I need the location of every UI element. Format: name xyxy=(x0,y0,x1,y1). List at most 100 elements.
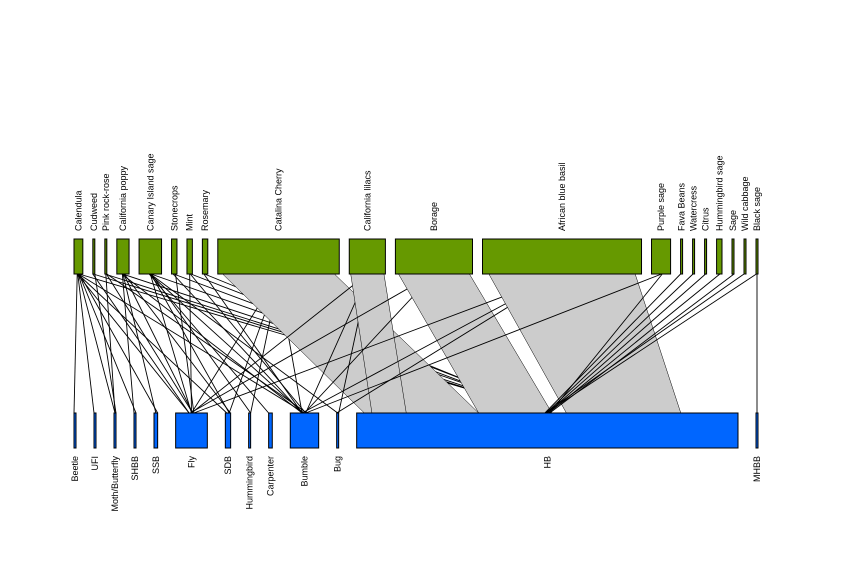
plant-bar-stonecrops xyxy=(171,238,178,275)
link-california-poppy-ssb xyxy=(122,273,157,414)
link-mint-bumble xyxy=(189,273,307,414)
plant-label-black-sage: Black sage xyxy=(752,187,762,231)
pollinator-label-moth-butterfly: Moth/Butterfly xyxy=(110,456,120,512)
plant-bar-hummingbird-sage xyxy=(716,238,723,275)
interaction-links xyxy=(73,273,758,414)
plant-label-calendula: Calendula xyxy=(73,190,83,231)
plant-label-borage: Borage xyxy=(429,202,439,231)
link-fava-beans-hb xyxy=(544,273,681,414)
pollinator-label-hummingbird: Hummingbird xyxy=(245,456,255,510)
link-calendula-shbb xyxy=(78,273,137,414)
pollinator-bar-sdb xyxy=(224,412,232,449)
plant-label-african-blue-basil: African blue basil xyxy=(557,162,567,231)
plant-bar-wild-cabbage xyxy=(743,238,747,275)
link-pink-rock-rose-fly xyxy=(106,273,194,414)
plant-label-rosemary: Rosemary xyxy=(200,189,210,231)
pollinator-bar-bumble xyxy=(289,412,320,449)
plant-label-citrus: Citrus xyxy=(701,207,711,231)
plant-label-stonecrops: Stonecrops xyxy=(169,185,179,231)
link-california-poppy-bumble xyxy=(121,273,303,414)
plant-bar-catalina-cherry xyxy=(217,238,340,275)
link-canary-island-sage-fly xyxy=(149,273,192,414)
pollinator-bar-hummingbird xyxy=(248,412,252,449)
link-pink-rock-rose-moth-butterfly xyxy=(105,273,116,414)
plant-label-purple-sage: Purple sage xyxy=(656,183,666,231)
plant-bar-citrus xyxy=(704,238,708,275)
plant-bar-borage xyxy=(394,238,473,275)
plant-bar-watercress xyxy=(692,238,696,275)
plant-bar-cudweed xyxy=(92,238,96,275)
pollinator-bar-shbb xyxy=(133,412,137,449)
pollinator-label-ssb: SSB xyxy=(151,456,161,474)
plant-label-california-lilacs: California lilacs xyxy=(362,170,372,231)
plant-bar-mint xyxy=(186,238,193,275)
link-calendula-ssb xyxy=(79,273,159,414)
pollinator-label-sdb: SDB xyxy=(223,456,233,475)
plant-bar-fava-beans xyxy=(680,238,684,275)
pollinator-bar-moth-butterfly xyxy=(113,412,117,449)
link-black-sage-hb xyxy=(545,273,757,414)
pollinator-bar-hb xyxy=(356,412,739,449)
link-calendula-bumble xyxy=(78,273,305,414)
link-stonecrops-bumble xyxy=(172,273,303,414)
pollinator-label-bumble: Bumble xyxy=(299,456,309,487)
plant-bars xyxy=(73,238,759,275)
pollinator-bar-beetle xyxy=(73,412,77,449)
plant-bar-purple-sage xyxy=(651,238,672,275)
link-calendula-beetle xyxy=(73,273,78,414)
pollinator-bar-ufi xyxy=(93,412,97,449)
link-california-lilacs-fly xyxy=(191,273,368,414)
plant-label-watercress: Watercress xyxy=(689,185,699,231)
link-california-poppy-shbb xyxy=(121,273,135,414)
pollinator-label-bug: Bug xyxy=(333,456,343,472)
link-cudweed-fly xyxy=(92,273,190,414)
link-california-poppy-sdb xyxy=(123,273,231,414)
pollinator-label-mhbb: MHBB xyxy=(752,456,762,482)
pollinator-label-shbb: SHBB xyxy=(130,456,140,481)
link-calendula-sdb xyxy=(77,273,228,414)
link-california-poppy-fly xyxy=(123,273,194,414)
link-citrus-hb xyxy=(547,273,706,414)
link-purple-sage-bumble xyxy=(305,273,662,414)
plant-label-fava-beans: Fava Beans xyxy=(677,182,687,231)
pollinator-label-carpenter: Carpenter xyxy=(265,456,275,496)
pollinator-label-hb: HB xyxy=(542,456,552,469)
link-borage-fly xyxy=(190,273,434,414)
plant-bar-canary-island-sage xyxy=(138,238,163,275)
plant-bar-rosemary xyxy=(201,238,209,275)
plant-bar-black-sage xyxy=(755,238,759,275)
link-canary-island-sage-bug xyxy=(150,273,338,414)
plant-label-pink-rock-rose: Pink rock-rose xyxy=(101,173,111,231)
link-calendula-moth-butterfly xyxy=(77,273,116,414)
plant-bar-calendula xyxy=(73,238,84,275)
plant-label-cudweed: Cudweed xyxy=(89,193,99,231)
plant-bar-pink-rock-rose xyxy=(104,238,108,275)
pollinator-bar-mhbb xyxy=(755,412,759,449)
link-canary-island-sage-sdb xyxy=(150,273,230,414)
plant-bar-african-blue-basil xyxy=(481,238,643,275)
plant-label-hummingbird-sage: Hummingbird sage xyxy=(714,155,724,231)
link-mint-fly xyxy=(189,273,192,414)
plant-label-catalina-cherry: Catalina Cherry xyxy=(274,168,284,231)
link-calendula-ufi xyxy=(77,273,95,414)
pollinator-label-fly: Fly xyxy=(186,456,196,468)
link-rosemary-bumble xyxy=(203,273,303,414)
link-canary-island-sage-bumble xyxy=(149,273,304,414)
plant-label-sage: Sage xyxy=(728,210,738,231)
pollinator-label-ufi: UFI xyxy=(90,456,100,471)
link-watercress-hb xyxy=(545,273,694,414)
pollinator-bars xyxy=(73,412,759,449)
link-canary-island-sage-carpenter xyxy=(148,273,269,414)
pollinator-labels: Beetle UFI Moth/Butterfly SHBB SSB Fly SDB Humm… xyxy=(70,456,762,512)
link-pink-rock-rose-bumble xyxy=(106,273,308,414)
pollinator-bar-carpenter xyxy=(268,412,273,449)
link-calendula-fly xyxy=(76,273,190,414)
pollinator-label-beetle: Beetle xyxy=(70,456,80,482)
plant-bar-california-poppy xyxy=(116,238,130,275)
pollinator-bar-bug xyxy=(336,412,340,449)
plant-label-canary-island-sage: Canary Island sage xyxy=(145,153,155,231)
plant-label-mint: Mint xyxy=(185,213,195,231)
plant-labels: Calendula Cudweed Pink rock-rose California… xyxy=(73,153,762,231)
pollinator-bar-ssb xyxy=(153,412,159,449)
